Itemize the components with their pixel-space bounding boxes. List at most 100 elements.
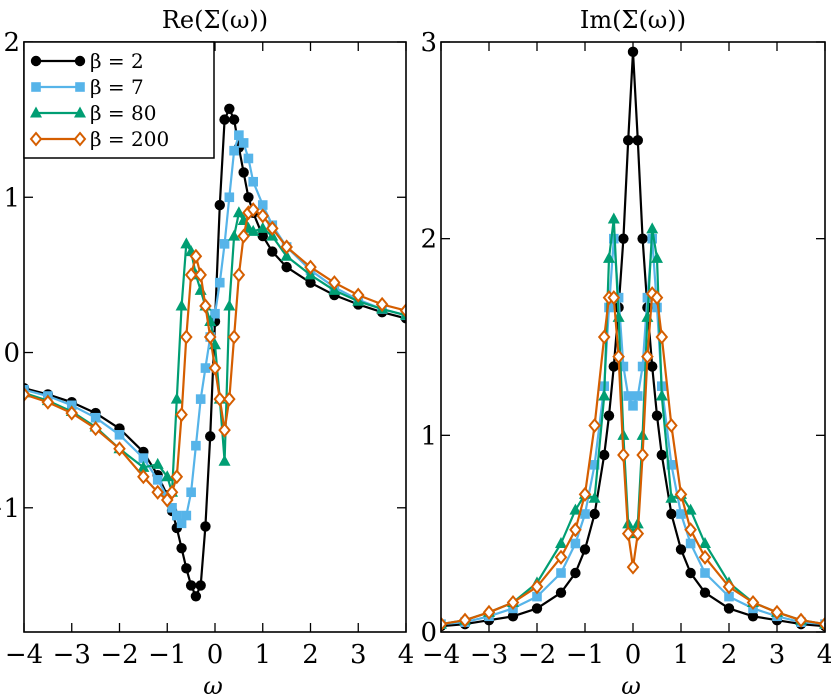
y-tick-label: −1 <box>0 494 20 524</box>
data-point <box>607 290 621 306</box>
data-point <box>578 486 592 502</box>
data-point <box>641 349 654 365</box>
data-point <box>232 206 245 218</box>
data-point <box>138 453 149 463</box>
data-point <box>280 239 293 255</box>
data-point <box>684 503 697 515</box>
data-point <box>214 199 225 211</box>
x-axis-label: ω <box>621 672 641 698</box>
data-point <box>631 526 645 542</box>
legend-marker <box>74 106 86 118</box>
data-point <box>137 460 150 472</box>
data-point <box>579 544 591 555</box>
data-point <box>570 567 581 579</box>
data-point <box>248 176 258 187</box>
data-point <box>746 594 760 611</box>
y-tick-label: 0 <box>420 618 437 648</box>
data-point <box>458 612 472 628</box>
data-point <box>238 167 249 178</box>
data-point <box>189 248 203 264</box>
data-point <box>165 484 179 500</box>
data-point <box>214 277 225 288</box>
data-point <box>195 394 206 404</box>
data-point <box>655 389 668 401</box>
data-point <box>152 475 163 485</box>
data-point <box>151 484 165 500</box>
data-point <box>655 329 669 345</box>
data-point <box>234 130 244 140</box>
data-point <box>589 508 600 520</box>
data-point <box>218 454 231 466</box>
legend-marker <box>75 82 85 92</box>
data-point <box>685 538 696 549</box>
data-point <box>328 275 341 291</box>
y-tick-label: 2 <box>420 225 437 255</box>
x-tick-label: −2 <box>518 640 556 670</box>
data-point <box>41 394 55 410</box>
data-point <box>175 407 188 423</box>
data-point <box>203 329 217 345</box>
data-point <box>675 544 687 555</box>
data-point <box>700 568 710 578</box>
data-point <box>90 412 101 423</box>
data-point <box>167 502 177 513</box>
data-point <box>228 114 240 125</box>
data-point <box>304 259 317 275</box>
legend-marker <box>73 131 87 147</box>
legend-item: β = 2 <box>30 49 144 73</box>
data-point <box>194 283 207 295</box>
legend-label: β = 2 <box>90 49 144 73</box>
legend-item: β = 200 <box>29 127 169 151</box>
data-point <box>229 145 239 156</box>
data-point <box>684 522 697 538</box>
data-point <box>223 299 236 311</box>
data-point <box>191 440 201 451</box>
data-point <box>256 221 269 233</box>
legend-marker <box>29 131 43 147</box>
data-point <box>603 251 615 263</box>
x-tick-label: −4 <box>422 640 460 670</box>
data-point <box>699 587 711 598</box>
data-point <box>770 604 784 620</box>
data-point <box>238 138 249 148</box>
data-point <box>257 230 268 242</box>
data-point <box>588 491 601 503</box>
data-point <box>637 233 648 244</box>
x-tick-label: 3 <box>350 640 367 670</box>
y-tick-label: 2 <box>3 28 20 58</box>
data-point <box>665 491 678 503</box>
data-point <box>674 486 688 502</box>
data-point <box>224 192 235 203</box>
legend-marker <box>30 55 42 67</box>
data-point <box>200 521 211 532</box>
data-point <box>666 460 677 470</box>
data-point <box>223 391 236 407</box>
data-point <box>247 224 260 236</box>
data-point <box>65 405 79 421</box>
panel-imaginary-part: −4 −3 −2 −1 0 1 2 3 4 0 1 2 3 Im(Σ(ω)) ω <box>420 6 831 698</box>
legend-item: β = 7 <box>31 75 144 99</box>
data-point <box>137 469 150 485</box>
data-point <box>280 249 293 261</box>
data-point <box>724 591 734 602</box>
data-point <box>617 447 630 463</box>
data-point <box>351 287 365 303</box>
data-point <box>652 302 662 313</box>
data-point <box>243 153 254 164</box>
data-point <box>114 430 125 440</box>
data-point <box>666 508 677 520</box>
data-point <box>506 594 520 611</box>
data-point <box>570 538 581 549</box>
data-point <box>656 449 667 461</box>
legend-item: β = 80 <box>30 101 156 125</box>
data-point <box>180 237 193 249</box>
legend-marker <box>31 82 41 92</box>
series-3 <box>441 286 825 632</box>
series-line <box>24 107 406 598</box>
data-point <box>618 361 629 372</box>
x-tick-label: 4 <box>817 640 831 670</box>
data-point <box>555 587 567 598</box>
data-point <box>589 460 600 470</box>
data-point <box>170 392 183 404</box>
